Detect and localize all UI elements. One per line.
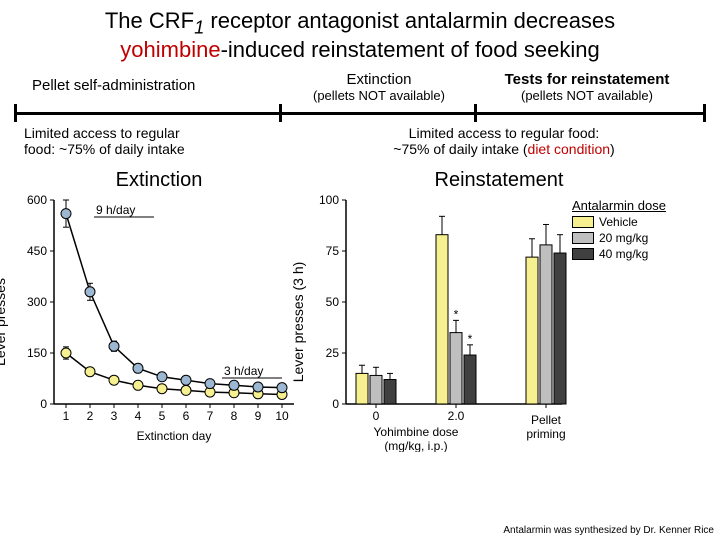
legend-label: 20 mg/kg	[599, 231, 648, 245]
svg-text:10: 10	[275, 409, 289, 423]
cond-right-l2a: ~75% of daily intake (	[393, 141, 527, 157]
phase3-label: Tests for reinstatement (pellets NOT ava…	[482, 71, 692, 103]
svg-text:9 h/day: 9 h/day	[96, 203, 135, 217]
ext-svg: 0 150 300 450 600 1 2 3 4 5 6 7 8 9 10 Extinction day 3 …	[14, 192, 304, 452]
legend-label: 40 mg/kg	[599, 247, 648, 261]
legend-row: 20 mg/kg	[572, 231, 702, 245]
svg-text:priming: priming	[526, 427, 565, 441]
timeline	[14, 107, 706, 121]
phase-labels: Pellet self-administration Extinction (p…	[14, 71, 706, 105]
title-pre: The CRF	[105, 8, 194, 33]
phase2-bot: (pellets NOT available)	[294, 88, 464, 103]
phase3-bot: (pellets NOT available)	[482, 88, 692, 103]
svg-text:50: 50	[326, 295, 340, 309]
charts-row: Lever presses 015030045060012345678910Ex…	[14, 192, 706, 452]
bar-ylabel: Lever presses (3 h)	[290, 261, 306, 382]
phase2-top: Extinction	[294, 71, 464, 88]
svg-text:3: 3	[111, 409, 118, 423]
svg-text:7: 7	[207, 409, 214, 423]
legend: Antalarmin dose Vehicle 20 mg/kg 40 mg/kg	[572, 192, 702, 263]
cond-right-l2b: diet condition	[528, 141, 611, 157]
legend-swatch	[572, 248, 594, 260]
timeline-tick	[279, 104, 282, 122]
svg-text:1: 1	[63, 409, 70, 423]
svg-text:2.0: 2.0	[448, 409, 465, 423]
chart-titles: Extinction Reinstatement	[14, 169, 706, 192]
cond-right: Limited access to regular food: ~75% of …	[314, 125, 694, 157]
cond-right-l1: Limited access to regular food:	[314, 125, 694, 141]
svg-text:5: 5	[159, 409, 166, 423]
svg-text:Pellet: Pellet	[531, 413, 562, 427]
legend-title: Antalarmin dose	[572, 198, 702, 213]
svg-text:600: 600	[27, 193, 47, 207]
svg-text:*: *	[468, 332, 473, 346]
title-accent: yohimbine	[120, 37, 220, 62]
svg-text:450: 450	[27, 244, 47, 258]
ext-ylabel: Lever presses	[0, 278, 8, 366]
svg-text:75: 75	[326, 244, 340, 258]
ext-title: Extinction	[14, 169, 304, 192]
legend-label: Vehicle	[599, 215, 638, 229]
svg-text:0: 0	[40, 397, 47, 411]
legend-swatch	[572, 216, 594, 228]
svg-text:4: 4	[135, 409, 142, 423]
svg-text:8: 8	[231, 409, 238, 423]
cond-left-l1: Limited access to regular	[24, 125, 185, 141]
title-sub: 1	[194, 16, 204, 37]
timeline-tick	[14, 104, 17, 122]
svg-text:0: 0	[332, 397, 339, 411]
phase1-label: Pellet self-administration	[32, 77, 195, 94]
timeline-bar	[14, 112, 706, 115]
title-post: -induced reinstatement of food seeking	[221, 37, 600, 62]
svg-text:150: 150	[27, 346, 47, 360]
credit-line: Antalarmin was synthesized by Dr. Kenner…	[503, 525, 714, 536]
svg-text:Yohimbine dose: Yohimbine dose	[374, 425, 459, 439]
phase3-top: Tests for reinstatement	[482, 71, 692, 88]
cond-right-l2c: )	[610, 141, 615, 157]
timeline-tick	[474, 104, 477, 122]
condition-row: Limited access to regular food: ~75% of …	[14, 125, 706, 165]
cond-left-l2: food: ~75% of daily intake	[24, 141, 185, 157]
phase2-label: Extinction (pellets NOT available)	[294, 71, 464, 103]
svg-text:3 h/day: 3 h/day	[224, 364, 263, 378]
extinction-chart: Lever presses 015030045060012345678910Ex…	[14, 192, 304, 452]
svg-text:(mg/kg, i.p.): (mg/kg, i.p.)	[384, 439, 447, 452]
svg-text:6: 6	[183, 409, 190, 423]
timeline-tick	[703, 104, 706, 122]
bar-svg: 0 25 50 75 100 * * 0 2.0 Yohimbine dose(mg/kg, i.…	[308, 192, 568, 452]
svg-text:25: 25	[326, 346, 340, 360]
svg-text:100: 100	[319, 193, 339, 207]
rein-title: Reinstatement	[304, 169, 694, 192]
reinstatement-chart: Lever presses (3 h) 0255075100**02.0Yohi…	[308, 192, 568, 452]
svg-text:2: 2	[87, 409, 94, 423]
svg-text:*: *	[454, 307, 459, 321]
legend-swatch	[572, 232, 594, 244]
legend-row: 40 mg/kg	[572, 247, 702, 261]
svg-text:0: 0	[373, 409, 380, 423]
svg-text:300: 300	[27, 295, 47, 309]
title-mid: receptor antagonist antalarmin decreases	[204, 8, 615, 33]
slide-title: The CRF1 receptor antagonist antalarmin …	[14, 8, 706, 63]
legend-row: Vehicle	[572, 215, 702, 229]
svg-text:9: 9	[255, 409, 262, 423]
cond-left: Limited access to regular food: ~75% of …	[24, 125, 185, 157]
svg-text:Extinction day: Extinction day	[137, 429, 212, 443]
